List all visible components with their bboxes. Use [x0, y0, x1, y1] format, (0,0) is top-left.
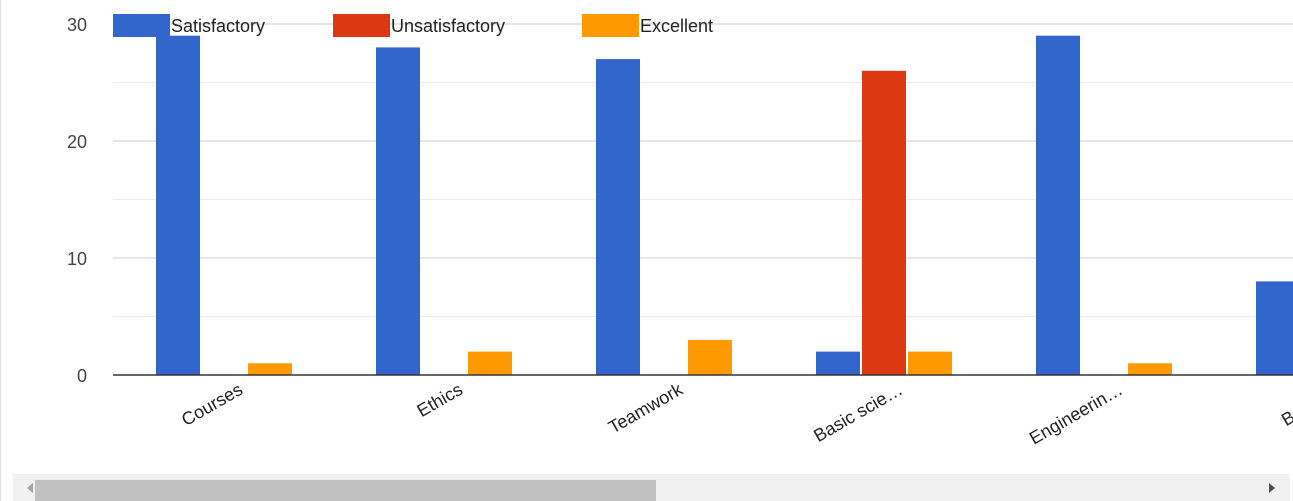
bar-excellent[interactable] [908, 351, 952, 375]
legend-label[interactable]: Excellent [640, 16, 713, 36]
y-tick-label: 0 [77, 366, 87, 386]
y-tick-label: 20 [67, 132, 87, 152]
legend-swatch[interactable] [582, 14, 639, 37]
bar-satisfactory[interactable] [816, 351, 860, 375]
bar-chart: 0 10 20 30 Courses Ethics Teamwork Basic scie…… [67, 14, 1293, 449]
x-category-label: Basic scie… [810, 379, 906, 446]
x-category-label: Engineerin… [1026, 379, 1126, 448]
x-category-label: Basic sc [1278, 379, 1293, 430]
bar-satisfactory[interactable] [596, 59, 640, 375]
scrollbar-thumb[interactable] [35, 480, 656, 501]
gridlines [113, 23, 1293, 317]
x-category-label: Courses [178, 379, 246, 430]
legend-label[interactable]: Satisfactory [171, 16, 265, 36]
bar-satisfactory[interactable] [156, 35, 200, 375]
bars [156, 35, 1293, 376]
scroll-left-arrow-icon[interactable] [27, 483, 33, 493]
y-tick-label: 10 [67, 249, 87, 269]
y-tick-label: 30 [67, 15, 87, 35]
x-axis-labels: Courses Ethics Teamwork Basic scie… Engineer… [178, 379, 1293, 449]
bar-satisfactory[interactable] [1036, 35, 1080, 375]
bar-satisfactory[interactable] [376, 47, 420, 376]
y-axis-ticks: 0 10 20 30 [67, 15, 87, 386]
bar-satisfactory[interactable] [1256, 281, 1293, 375]
bar-excellent[interactable] [468, 351, 512, 375]
legend-swatch[interactable] [113, 14, 170, 37]
legend-label[interactable]: Unsatisfactory [391, 16, 505, 36]
bar-excellent[interactable] [248, 363, 292, 375]
horizontal-scrollbar[interactable] [13, 474, 1290, 501]
x-category-label: Ethics [414, 379, 466, 421]
scroll-right-arrow-icon[interactable] [1269, 483, 1275, 493]
x-category-label: Teamwork [605, 379, 687, 438]
bar-excellent[interactable] [688, 339, 732, 375]
bar-unsatisfactory[interactable] [862, 70, 906, 376]
legend-swatch[interactable] [333, 14, 390, 37]
bar-excellent[interactable] [1128, 363, 1172, 375]
legend[interactable]: Satisfactory Unsatisfactory Excellent [113, 14, 713, 37]
